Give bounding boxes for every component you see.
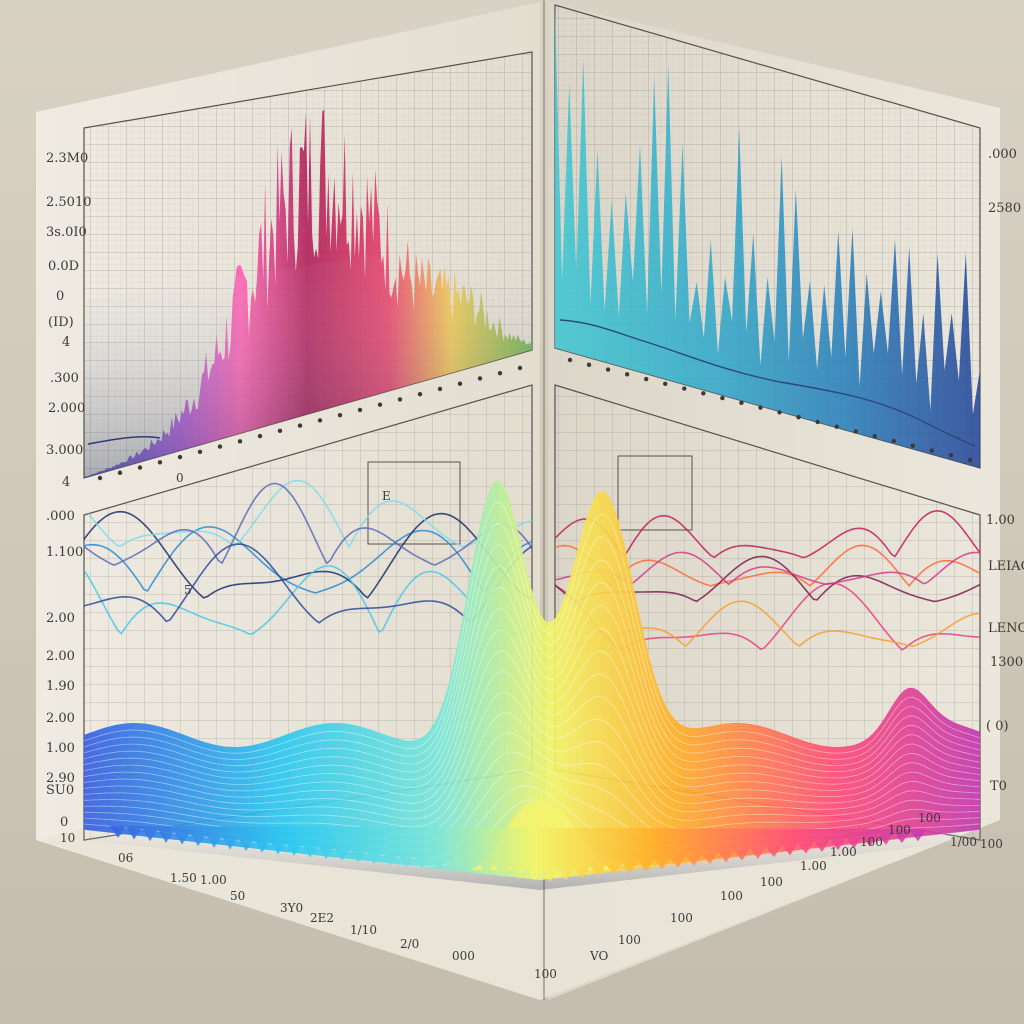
axis-label: 1.100 xyxy=(46,545,83,560)
axis-label: 100 xyxy=(860,835,883,849)
axis-label: 100 xyxy=(980,837,1003,851)
axis-label: 2/0 xyxy=(400,937,419,951)
axis-label: 1300 xyxy=(990,655,1023,670)
axis-label: 2.90 xyxy=(46,771,75,786)
axis-label: .000 xyxy=(988,147,1017,162)
axis-label: 100 xyxy=(720,889,743,903)
axis-label: 1.00 xyxy=(830,845,857,859)
axis-label: 2.5010 xyxy=(46,195,92,210)
axis-label: 1/10 xyxy=(350,923,377,937)
axis-label: 000 xyxy=(452,949,475,963)
misc-labels: 0 5 E xyxy=(176,471,391,597)
axis-label: 10 xyxy=(60,831,75,845)
axis-label: 0 xyxy=(56,289,64,304)
axis-label: SU0 xyxy=(46,783,74,798)
axis-label: 4 xyxy=(62,335,70,350)
axis-label: 1/00 xyxy=(950,835,977,849)
axis-label: 3.000 xyxy=(46,443,83,458)
axis-label: 2.3M0 xyxy=(46,151,88,166)
axis-label: .000 xyxy=(46,509,75,524)
axis-label: 06 xyxy=(118,851,133,865)
axis-label: 5 xyxy=(184,583,192,597)
lower-left-waveforms xyxy=(84,479,532,636)
axis-label: 4 xyxy=(62,475,70,490)
axis-label: 1.00 xyxy=(200,873,227,887)
upper-right-panel xyxy=(554,4,981,469)
axis-label: 100 xyxy=(618,933,641,947)
axis-label: 0 xyxy=(176,471,184,485)
axis-label: 2580 xyxy=(988,201,1021,216)
axis-label: LEIAG xyxy=(988,559,1024,574)
axis-label: 100 xyxy=(888,823,911,837)
axis-label: .300 xyxy=(50,371,79,386)
axis-label: 2.00 xyxy=(46,649,75,664)
axis-label: 100 xyxy=(918,811,941,825)
upper-left-panel xyxy=(83,51,533,479)
axis-label: 2.00 xyxy=(46,711,75,726)
spectral-surface xyxy=(83,480,981,890)
axis-label: 100 xyxy=(670,911,693,925)
axis-label: 1.90 xyxy=(46,679,75,694)
right-axis-labels: .000 2580 xyxy=(988,147,1021,216)
axis-label: (ID) xyxy=(48,315,74,330)
axis-label: 2.00 xyxy=(46,611,75,626)
axis-label: 0.0D xyxy=(48,259,79,274)
lower-right-axis-labels: 1.00 LEIAG LENG 1300 ( 0) T0 xyxy=(986,513,1024,794)
axis-label: ( 0) xyxy=(986,719,1009,734)
axis-label: 1.00 xyxy=(986,513,1015,528)
axis-label: 50 xyxy=(230,889,245,903)
left-axis-labels: 2.3M0 2.5010 3s.0I0 0.0D 0 (ID) 4 .300 2.000 3.00… xyxy=(46,151,92,490)
axis-label: 100 xyxy=(534,967,557,981)
right-spectrum-area xyxy=(555,5,980,468)
axis-label: E xyxy=(382,489,391,503)
axis-label: VO xyxy=(589,949,608,963)
axis-label: 0 xyxy=(60,815,68,830)
axis-label: 100 xyxy=(760,875,783,889)
axis-label: 3Y0 xyxy=(280,901,303,915)
axis-label: LENG xyxy=(988,621,1024,636)
axis-ticks xyxy=(97,357,973,481)
axis-label: T0 xyxy=(990,779,1007,794)
axis-label: 1.50 xyxy=(170,871,197,885)
axis-label: 3s.0I0 xyxy=(46,225,87,240)
axis-label: 2E2 xyxy=(310,911,334,925)
axis-label: 1.00 xyxy=(46,741,75,756)
axis-label: 1.00 xyxy=(800,859,827,873)
axis-label: 2.000 xyxy=(48,401,85,416)
